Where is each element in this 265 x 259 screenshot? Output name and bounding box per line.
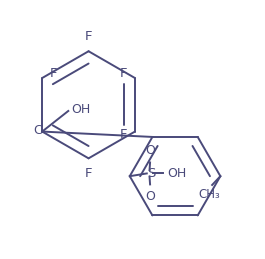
Text: S: S [147, 167, 155, 180]
Text: C: C [33, 124, 42, 137]
Text: OH: OH [71, 103, 90, 116]
Text: F: F [85, 30, 92, 43]
Text: CH₃: CH₃ [198, 188, 220, 201]
Text: F: F [120, 128, 127, 141]
Text: O: O [145, 144, 155, 157]
Text: F: F [85, 167, 92, 179]
Text: O: O [145, 190, 155, 203]
Text: OH: OH [167, 167, 186, 180]
Text: F: F [120, 67, 127, 80]
Text: F: F [50, 67, 58, 80]
